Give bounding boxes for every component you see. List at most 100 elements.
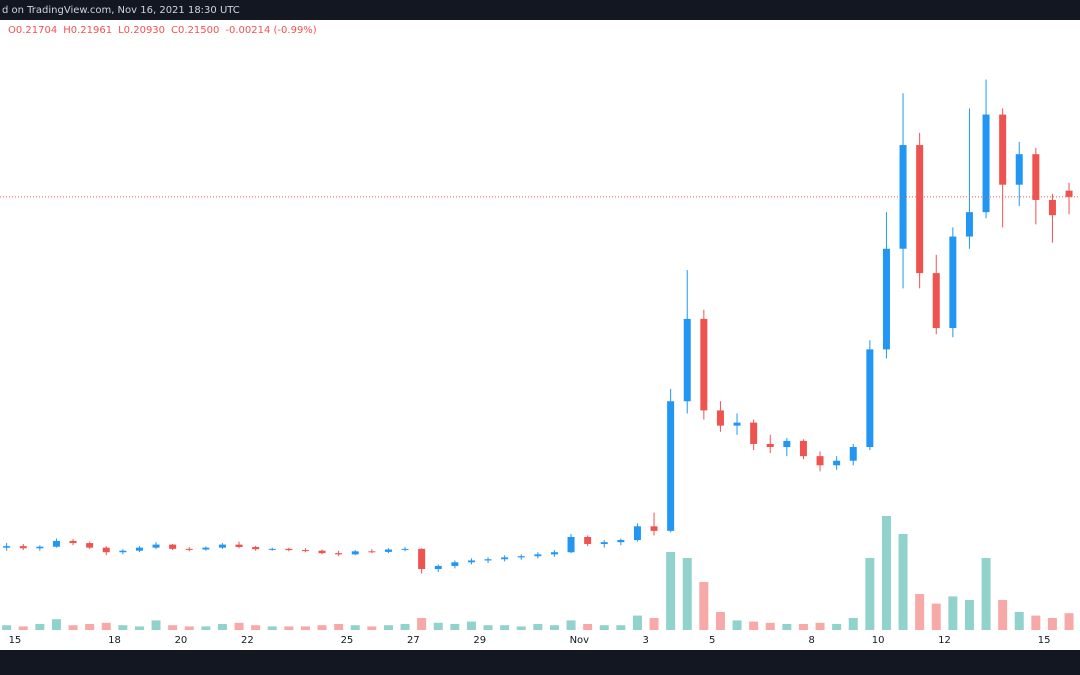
volume-bar <box>334 624 344 630</box>
candle-body <box>683 318 691 402</box>
volume-bar <box>433 622 443 630</box>
volume-bar <box>981 558 991 630</box>
legend-value: -0.00214 (-0.99%) <box>225 25 316 36</box>
volume-bar <box>815 622 825 630</box>
volume-bar <box>251 625 261 630</box>
candle-body <box>982 114 990 213</box>
candle-body <box>484 559 492 561</box>
top-bar <box>0 0 1080 20</box>
volume-bar <box>931 603 941 630</box>
volume-bar <box>483 625 493 630</box>
x-tick-label: 3 <box>643 635 649 646</box>
volume-bar <box>267 626 277 630</box>
volume-layer <box>2 516 1074 630</box>
legend-value: H0.21961 <box>63 25 112 36</box>
legend-value: L0.20930 <box>118 25 165 36</box>
volume-bar <box>998 600 1008 630</box>
volume-bar <box>367 626 377 630</box>
ohlc-legend: O0.21704 H0.21961 L0.20930 C0.21500 -0.00214… <box>8 25 317 36</box>
volume-bar <box>566 620 576 630</box>
candle-body <box>235 544 243 548</box>
source-caption: d on TradingView.com, Nov 16, 2021 18:30… <box>2 5 240 16</box>
volume-bar <box>317 625 327 630</box>
candle-body <box>119 550 127 553</box>
volume-bar <box>1064 613 1074 630</box>
candle-body <box>501 557 509 560</box>
volume-bar <box>184 626 194 630</box>
candle-body <box>567 536 575 553</box>
volume-bar <box>1014 612 1024 630</box>
volume-bar <box>865 558 875 630</box>
volume-bar <box>782 624 792 630</box>
candle-body <box>833 460 841 466</box>
candle-body <box>418 548 426 569</box>
candle-body <box>534 554 542 557</box>
volume-bar <box>118 625 128 630</box>
candle-body <box>750 422 758 444</box>
candle-body <box>650 526 658 531</box>
candle-body <box>783 440 791 447</box>
volume-bar <box>35 624 45 630</box>
volume-bar <box>516 626 526 630</box>
candle-body <box>600 542 608 544</box>
candle-body <box>1032 154 1040 200</box>
candle-body <box>86 543 94 548</box>
candle-body <box>916 145 924 274</box>
volume-bar <box>798 624 808 630</box>
x-axis: 15 18 20 22 25 27 29 Nov 3 5 8 10 12 15 <box>9 635 1051 646</box>
candle-body <box>135 547 143 551</box>
candle-body <box>268 548 276 550</box>
candle-body <box>550 552 558 555</box>
candle-body <box>949 236 957 329</box>
candle-body <box>1065 190 1073 197</box>
volume-bar <box>201 626 211 630</box>
volume-bar <box>1047 618 1057 630</box>
volume-bar <box>383 625 393 630</box>
volume-bar <box>400 624 410 630</box>
candle-body <box>368 551 376 553</box>
candle-body <box>69 540 77 544</box>
volume-bar <box>417 618 427 630</box>
candle-body <box>169 544 177 549</box>
volume-bar <box>2 625 12 630</box>
x-tick-label: Nov <box>570 635 590 646</box>
volume-bar <box>749 621 759 630</box>
candle-body <box>434 565 442 569</box>
volume-bar <box>832 624 842 630</box>
volume-bar <box>964 600 974 630</box>
volume-bar <box>632 615 642 630</box>
volume-bar <box>699 582 709 630</box>
candle-body <box>152 544 160 548</box>
candle-body <box>700 318 708 411</box>
volume-bar <box>450 624 460 630</box>
volume-bar <box>51 619 61 630</box>
candle-body <box>202 547 210 550</box>
candle-body <box>1015 154 1023 185</box>
volume-bar <box>234 622 244 630</box>
x-tick-label: 22 <box>241 635 254 646</box>
volume-bar <box>732 620 742 630</box>
volume-bar <box>616 625 626 630</box>
candle-body <box>1048 199 1056 216</box>
candle-body <box>351 551 359 555</box>
volume-bar <box>682 558 692 630</box>
candle-body <box>335 553 343 555</box>
candle-body <box>799 440 807 457</box>
x-tick-label: 8 <box>809 635 815 646</box>
candle-body <box>467 560 475 563</box>
volume-bar <box>300 626 310 630</box>
candle-body <box>866 349 874 447</box>
candle-body <box>932 273 940 329</box>
volume-bar <box>848 618 858 630</box>
bottom-bar <box>0 650 1080 675</box>
candle-body <box>617 540 625 543</box>
candle-body <box>218 544 226 548</box>
x-tick-label: 18 <box>108 635 121 646</box>
candle-body <box>965 212 973 237</box>
x-tick-label: 25 <box>341 635 354 646</box>
candle-body <box>999 114 1007 185</box>
volume-bar <box>765 622 775 630</box>
volume-bar <box>583 624 593 630</box>
x-tick-label: 27 <box>407 635 420 646</box>
volume-bar <box>549 625 559 630</box>
